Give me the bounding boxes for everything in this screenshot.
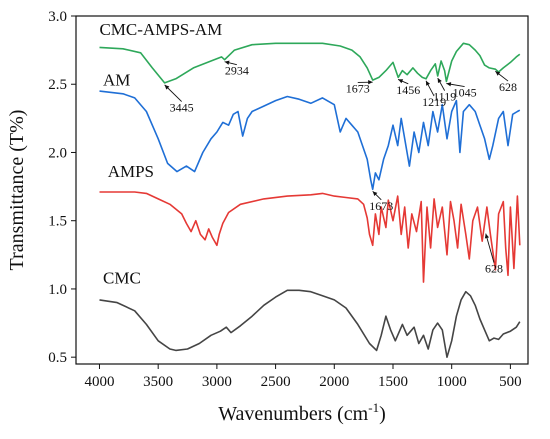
peak-annotation: 1456: [396, 83, 420, 97]
x-tick-label: 4000: [84, 374, 114, 390]
annotation-arrowhead: [224, 60, 230, 65]
annotation-arrowhead: [437, 78, 442, 84]
series-label: AM: [103, 71, 130, 90]
x-axis-title: Wavenumbers (cm-1): [218, 400, 386, 425]
peak-annotation: 1119: [433, 90, 456, 104]
peak-annotation: 1045: [453, 86, 477, 100]
series-label-layer: CMC-AMPS-AM AM AMPS CMC: [99, 20, 222, 287]
series-line-cmc-amps-am: [99, 42, 521, 84]
series-line-cmc: [99, 289, 521, 358]
y-tick-label: 0.5: [48, 350, 67, 366]
annotation-arrowhead: [164, 84, 170, 90]
series-line-amps: [99, 191, 521, 283]
y-tick-label: 2.5: [48, 77, 67, 93]
x-tick-label: 2500: [261, 374, 291, 390]
x-axis-title-close: ): [379, 403, 386, 425]
peak-annotation: 1673: [369, 199, 393, 213]
peak-annotation: 628: [485, 262, 503, 276]
y-tick-label: 3.0: [48, 9, 67, 25]
peak-annotation: 1673: [346, 81, 370, 95]
annotation-arrowhead: [446, 82, 452, 87]
axis-ticks: 4000 3500 3000 2500 2000 1500 1000 500 0.5 1.0 1.5…: [48, 9, 521, 390]
annotation-arrowhead: [484, 233, 490, 239]
annotation-arrowhead: [425, 80, 431, 86]
series-label: CMC: [103, 268, 141, 287]
y-tick-label: 2.0: [48, 145, 67, 161]
series-label: CMC-AMPS-AM: [99, 20, 222, 39]
series-label: AMPS: [108, 162, 154, 181]
x-axis-title-main: Wavenumbers (cm: [218, 403, 368, 425]
y-tick-label: 1.5: [48, 214, 67, 230]
peak-annotation: 2934: [225, 64, 249, 78]
x-tick-label: 2000: [319, 374, 349, 390]
peak-annotation: 1219: [422, 95, 446, 109]
plot-frame: [75, 15, 529, 365]
x-tick-label: 1500: [378, 374, 408, 390]
annotation-arrowhead: [398, 79, 404, 84]
x-tick-label: 1000: [437, 374, 467, 390]
peak-annotation: 3445: [170, 101, 194, 115]
annotation-arrowhead: [495, 71, 501, 76]
annotation-arrowhead: [372, 191, 378, 197]
peak-annotation: 628: [499, 80, 517, 94]
x-tick-label: 500: [499, 374, 522, 390]
y-tick-label: 1.0: [48, 282, 67, 298]
x-tick-label: 3000: [202, 374, 232, 390]
x-axis-title-superscript: -1: [368, 400, 379, 415]
annotation-arrow: [485, 233, 495, 263]
series-line-am: [99, 90, 521, 191]
annotation-arrowhead: [368, 80, 373, 85]
series-layer: [99, 42, 521, 358]
x-tick-label: 3500: [143, 374, 173, 390]
y-axis-title: Transmittance (T%): [6, 110, 28, 271]
